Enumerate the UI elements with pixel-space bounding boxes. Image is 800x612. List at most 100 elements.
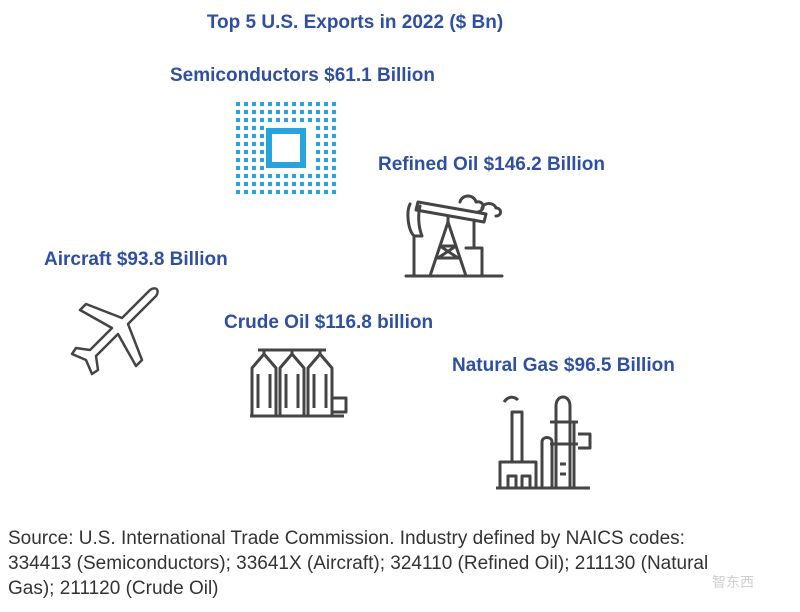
chip-pin xyxy=(324,102,328,106)
chip-pin xyxy=(332,134,336,138)
chip-pin xyxy=(244,182,248,186)
chip-pin xyxy=(252,158,256,162)
chip-pin xyxy=(300,174,304,178)
chip-pin xyxy=(236,134,240,138)
chip-pin xyxy=(260,110,264,114)
chip-pin xyxy=(252,166,256,170)
chip-pin xyxy=(244,174,248,178)
chip-pin xyxy=(332,182,336,186)
chip-pin xyxy=(284,110,288,114)
chip-pin xyxy=(324,142,328,146)
aircraft-label: Aircraft $93.8 Billion xyxy=(44,249,228,270)
chip-pin xyxy=(260,142,264,146)
chip-pin xyxy=(236,150,240,154)
watermark: 智东西 xyxy=(712,574,754,590)
chip-pin xyxy=(260,190,264,194)
chip-pin xyxy=(236,110,240,114)
chip-pin xyxy=(244,110,248,114)
chip-pin xyxy=(324,166,328,170)
chip-pin xyxy=(252,182,256,186)
chip-pin xyxy=(324,118,328,122)
airplane-icon xyxy=(70,287,159,376)
refined-oil-label: Refined Oil $146.2 Billion xyxy=(378,154,606,175)
chip-pin xyxy=(316,166,320,170)
chip-pin xyxy=(332,118,336,122)
crude-oil-label: Crude Oil $116.8 billion xyxy=(224,312,434,333)
chip-pin xyxy=(316,182,320,186)
chip-pin xyxy=(300,110,304,114)
storage-tanks-icon xyxy=(250,348,348,418)
chart-title: Top 5 U.S. Exports in 2022 ($ Bn) xyxy=(206,12,504,33)
chip-pin xyxy=(332,150,336,154)
source-line-1: Source: U.S. International Trade Commiss… xyxy=(8,528,685,549)
chip-pin xyxy=(244,166,248,170)
chip-pin xyxy=(244,158,248,162)
chip-pin xyxy=(244,102,248,106)
chip-pin xyxy=(276,182,280,186)
chip-pin xyxy=(260,134,264,138)
pumpjack-icon xyxy=(404,194,504,278)
chip-pin xyxy=(324,182,328,186)
chip-pin xyxy=(324,158,328,162)
chip-pin xyxy=(332,166,336,170)
chip-pin xyxy=(284,102,288,106)
chip-pin xyxy=(236,102,240,106)
chip-pin xyxy=(316,134,320,138)
chip-pin xyxy=(292,190,296,194)
chip-pin xyxy=(252,102,256,106)
chip-pin xyxy=(332,190,336,194)
chip-pin xyxy=(316,142,320,146)
chip-pin xyxy=(276,110,280,114)
chip-pin xyxy=(284,174,288,178)
chip-pin xyxy=(292,118,296,122)
chip-pin xyxy=(292,102,296,106)
chip-pin xyxy=(244,150,248,154)
chip-pin xyxy=(260,182,264,186)
chip-pin xyxy=(324,126,328,130)
chip-pin xyxy=(300,190,304,194)
chip-pin xyxy=(252,110,256,114)
chip-pin xyxy=(284,118,288,122)
chip-pin xyxy=(268,110,272,114)
chip-pin xyxy=(300,182,304,186)
natural-gas-label: Natural Gas $96.5 Billion xyxy=(452,355,675,376)
chip-pin xyxy=(268,190,272,194)
chip-pin xyxy=(292,182,296,186)
chip-pin xyxy=(244,134,248,138)
chip-pin xyxy=(244,142,248,146)
chip-pin xyxy=(236,166,240,170)
chip-pin xyxy=(332,126,336,130)
chip-pin xyxy=(276,118,280,122)
chip-pin xyxy=(284,190,288,194)
gas-plant-icon xyxy=(496,395,592,490)
chip-pin xyxy=(260,126,264,130)
chip-pin xyxy=(316,150,320,154)
chip-pin xyxy=(268,182,272,186)
chip-pin xyxy=(308,174,312,178)
chip-pin xyxy=(308,118,312,122)
chip-pin xyxy=(260,150,264,154)
chip-pin xyxy=(308,110,312,114)
chip-pin xyxy=(316,174,320,178)
chip-pin xyxy=(300,118,304,122)
chip-pin xyxy=(252,190,256,194)
chip-pin xyxy=(268,118,272,122)
chip-pin xyxy=(236,118,240,122)
chip-pin xyxy=(252,134,256,138)
chip-pin xyxy=(308,102,312,106)
chip-pin xyxy=(324,134,328,138)
chip-pin xyxy=(332,142,336,146)
chip-pin xyxy=(324,150,328,154)
chip-pin xyxy=(236,126,240,130)
source-line-2: 334413 (Semiconductors); 33641X (Aircraf… xyxy=(8,553,709,574)
chip-pin xyxy=(316,158,320,162)
chip-pin xyxy=(260,158,264,162)
chip-pin xyxy=(300,102,304,106)
chip-pin xyxy=(236,142,240,146)
chip-pin xyxy=(324,110,328,114)
chip-pin xyxy=(236,190,240,194)
chip-pin xyxy=(292,110,296,114)
chip-pin xyxy=(308,190,312,194)
chip-pin xyxy=(332,158,336,162)
chip-pin xyxy=(284,182,288,186)
